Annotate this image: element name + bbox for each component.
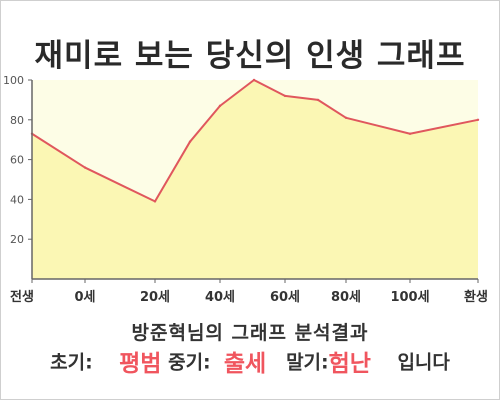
analysis-result-title: 방준혁님의 그래프 분석결과	[131, 322, 369, 344]
middle-period-label: 중기:	[168, 351, 211, 374]
y-tick-label-80: 80	[10, 114, 24, 127]
early-period-value: 평범	[119, 351, 162, 377]
data-point-10	[408, 132, 412, 135]
page-title: 재미로 보는 당신의 인생 그래프	[34, 38, 466, 74]
x-tick-label-1: 전생	[10, 289, 34, 305]
x-tick-label-5: 60세	[270, 290, 300, 305]
y-tick-label-20: 20	[10, 233, 24, 246]
x-tick-label-4: 40세	[205, 290, 235, 305]
data-point-4	[188, 140, 192, 143]
data-point-5	[218, 104, 222, 108]
data-point-7	[283, 94, 287, 98]
result-ending-text: 입니다	[397, 351, 450, 374]
x-tick-label-7: 100세	[390, 290, 429, 305]
early-period-label: 초기:	[50, 351, 93, 374]
data-point-3	[153, 200, 157, 203]
y-tick-label-60: 60	[10, 154, 24, 167]
data-point-11	[476, 118, 480, 121]
x-tick-label-6: 80세	[331, 290, 361, 305]
data-point-8	[316, 98, 320, 102]
late-period-value: 험난	[328, 351, 371, 377]
series-area	[32, 80, 478, 279]
data-point-9	[344, 116, 348, 120]
data-point-2	[83, 166, 87, 169]
y-tick-label-100: 100	[3, 74, 24, 87]
life-graph-chart: 20 40 60 80 100 전생 0세 20세 40세 60세 80세 100세 환생	[3, 74, 488, 305]
late-period-label: 말기:	[286, 351, 329, 374]
x-tick-label-3: 20세	[140, 290, 170, 305]
y-tick-label-40: 40	[10, 193, 24, 206]
x-tick-label-8: 환생	[464, 289, 488, 305]
analysis-result-line: 초기: 평범 중기: 출세 말기:험난 입니다	[0, 344, 500, 384]
middle-period-value: 출세	[223, 351, 267, 377]
x-tick-label-2: 0세	[74, 290, 95, 305]
data-point-6	[252, 78, 256, 82]
